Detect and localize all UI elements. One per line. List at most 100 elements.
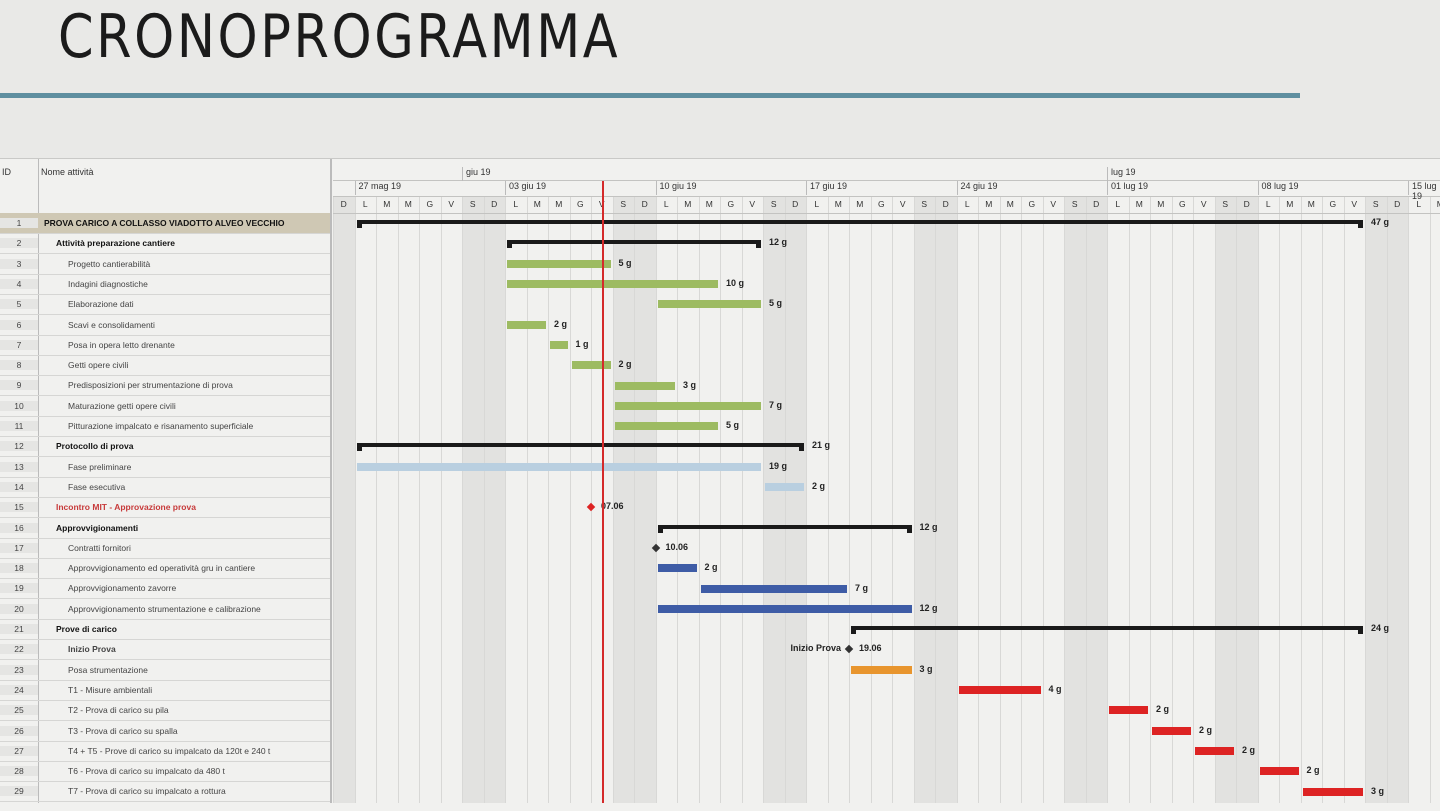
task-name: T7 - Prova di carico su impalcato a rott… <box>68 786 226 796</box>
task-bar[interactable] <box>357 463 762 471</box>
task-bar[interactable] <box>658 564 697 572</box>
task-id: 20 <box>0 604 38 614</box>
task-bar[interactable] <box>507 280 718 288</box>
duration-label: 2 g <box>619 359 632 369</box>
task-bar[interactable] <box>572 361 611 369</box>
task-bar[interactable] <box>507 321 546 329</box>
duration-label: 2 g <box>1307 765 1320 775</box>
summary-bar[interactable] <box>658 525 912 529</box>
task-bar[interactable] <box>1152 727 1191 735</box>
today-line <box>602 181 604 803</box>
duration-label: 3 g <box>1371 786 1384 796</box>
task-bar[interactable] <box>1109 706 1148 714</box>
day-letter: D <box>1236 199 1258 209</box>
month-label: giu 19 <box>462 167 491 181</box>
task-bar[interactable] <box>765 483 804 491</box>
task-bar[interactable] <box>550 341 568 349</box>
summary-bar[interactable] <box>851 626 1363 630</box>
task-bar[interactable] <box>701 585 848 593</box>
task-bar[interactable] <box>615 402 762 410</box>
task-id: 4 <box>0 279 38 289</box>
task-name: Fase preliminare <box>68 462 131 472</box>
day-letter: V <box>441 199 463 209</box>
day-letter: S <box>1365 199 1387 209</box>
task-bar[interactable] <box>507 260 611 268</box>
task-name: T6 - Prova di carico su impalcato da 480… <box>68 766 225 776</box>
task-bar[interactable] <box>658 300 762 308</box>
task-id: 13 <box>0 462 38 472</box>
day-letter: L <box>505 199 527 209</box>
task-bar[interactable] <box>1303 788 1364 796</box>
day-letter: M <box>1430 199 1440 209</box>
day-column <box>1064 196 1087 803</box>
day-column <box>462 196 485 803</box>
day-letter: D <box>333 199 355 209</box>
task-name: Prove di carico <box>56 624 117 634</box>
task-bar[interactable] <box>959 686 1041 694</box>
day-column <box>1365 196 1388 803</box>
task-row[interactable]: 13 Fase preliminare <box>0 457 330 478</box>
task-id: 11 <box>0 421 38 431</box>
day-column <box>806 196 829 803</box>
summary-bar[interactable] <box>507 240 761 244</box>
day-column <box>914 196 937 803</box>
day-letter: S <box>462 199 484 209</box>
day-letter: M <box>978 199 1000 209</box>
summary-bar[interactable] <box>357 443 805 447</box>
task-id: 8 <box>0 360 38 370</box>
duration-label: 2 g <box>1199 725 1212 735</box>
duration-label: 12 g <box>920 522 938 532</box>
task-bar[interactable] <box>1195 747 1234 755</box>
task-bar[interactable] <box>1260 767 1299 775</box>
day-letter: G <box>1322 199 1344 209</box>
task-bar[interactable] <box>658 605 912 613</box>
task-bar[interactable] <box>851 666 912 674</box>
duration-label: 47 g <box>1371 217 1389 227</box>
task-bar[interactable] <box>615 422 719 430</box>
day-letter: G <box>570 199 592 209</box>
day-letter: V <box>1344 199 1366 209</box>
day-letter: V <box>742 199 764 209</box>
summary-bar[interactable] <box>357 220 1364 224</box>
task-row[interactable]: 21 Prove di carico <box>0 619 330 640</box>
task-name: T2 - Prova di carico su pila <box>68 705 169 715</box>
task-name: Elaborazione dati <box>68 299 134 309</box>
task-name: Attività preparazione cantiere <box>56 238 175 248</box>
day-letter: D <box>484 199 506 209</box>
day-column <box>1021 196 1044 803</box>
task-id: 21 <box>0 624 38 634</box>
day-column <box>849 196 872 803</box>
day-column <box>828 196 851 803</box>
day-column <box>1430 196 1440 803</box>
duration-label: 7 g <box>855 583 868 593</box>
day-letter: M <box>699 199 721 209</box>
task-bar[interactable] <box>615 382 676 390</box>
